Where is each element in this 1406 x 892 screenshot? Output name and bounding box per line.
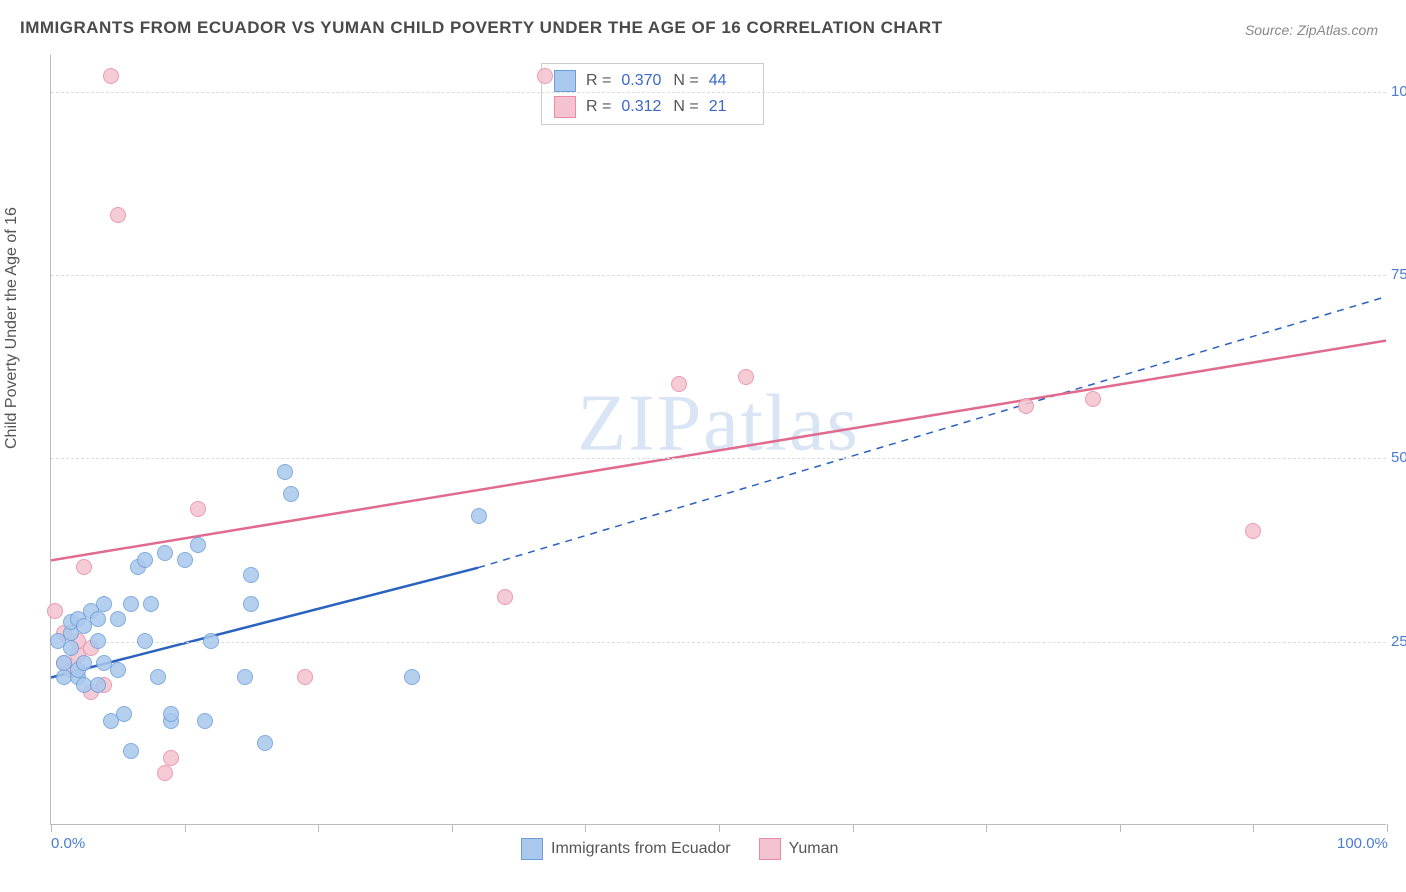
legend-r-label: R =	[586, 72, 611, 90]
scatter-point	[90, 677, 106, 693]
legend-swatch	[554, 70, 576, 92]
x-tick	[719, 824, 720, 832]
scatter-point	[96, 596, 112, 612]
gridline	[51, 642, 1386, 643]
scatter-point	[471, 508, 487, 524]
scatter-point	[157, 765, 173, 781]
y-tick-label: 25.0%	[1391, 633, 1406, 650]
scatter-point	[277, 464, 293, 480]
scatter-point	[243, 567, 259, 583]
series-legend: Immigrants from Ecuador Yuman	[521, 838, 838, 860]
legend-row: R = 0.312 N = 21	[554, 94, 751, 120]
y-tick-label: 75.0%	[1391, 266, 1406, 283]
x-tick-label: 100.0%	[1337, 835, 1388, 852]
scatter-point	[1085, 391, 1101, 407]
x-tick-label: 0.0%	[51, 835, 85, 852]
scatter-point	[137, 552, 153, 568]
x-tick	[452, 824, 453, 832]
legend-n-label: N =	[673, 72, 698, 90]
y-tick-label: 50.0%	[1391, 449, 1406, 466]
legend-swatch	[759, 838, 781, 860]
scatter-point	[497, 589, 513, 605]
scatter-point	[190, 537, 206, 553]
scatter-point	[123, 743, 139, 759]
scatter-point	[110, 207, 126, 223]
y-axis-label: Child Poverty Under the Age of 16	[3, 207, 21, 449]
scatter-point	[203, 633, 219, 649]
scatter-point	[404, 669, 420, 685]
scatter-point	[110, 611, 126, 627]
scatter-point	[257, 735, 273, 751]
scatter-point	[123, 596, 139, 612]
scatter-point	[76, 559, 92, 575]
scatter-point	[143, 596, 159, 612]
legend-r-value: 0.370	[621, 72, 663, 90]
scatter-point	[76, 655, 92, 671]
bottom-legend-item: Immigrants from Ecuador	[521, 838, 731, 860]
scatter-point	[157, 545, 173, 561]
scatter-point	[1245, 523, 1261, 539]
x-tick	[1253, 824, 1254, 832]
scatter-point	[150, 669, 166, 685]
x-tick	[585, 824, 586, 832]
scatter-point	[738, 369, 754, 385]
legend-row: R = 0.370 N = 44	[554, 68, 751, 94]
scatter-point	[90, 633, 106, 649]
legend-r-label: R =	[586, 98, 611, 116]
scatter-point	[297, 669, 313, 685]
scatter-point	[90, 611, 106, 627]
legend-n-value: 44	[709, 72, 751, 90]
scatter-point	[197, 713, 213, 729]
y-tick-label: 100.0%	[1391, 83, 1406, 100]
gridline	[51, 458, 1386, 459]
x-tick	[185, 824, 186, 832]
legend-r-value: 0.312	[621, 98, 663, 116]
legend-n-label: N =	[673, 98, 698, 116]
gridline	[51, 275, 1386, 276]
trend-line	[51, 341, 1386, 561]
scatter-point	[110, 662, 126, 678]
scatter-point	[163, 750, 179, 766]
scatter-point	[190, 501, 206, 517]
bottom-legend-item: Yuman	[759, 838, 839, 860]
scatter-point	[137, 633, 153, 649]
scatter-point	[163, 706, 179, 722]
x-tick	[853, 824, 854, 832]
scatter-point	[537, 68, 553, 84]
gridline	[51, 92, 1386, 93]
legend-series-label: Yuman	[789, 840, 839, 858]
source-attribution: Source: ZipAtlas.com	[1245, 22, 1378, 38]
x-tick	[318, 824, 319, 832]
legend-swatch	[521, 838, 543, 860]
scatter-point	[47, 603, 63, 619]
scatter-point	[103, 68, 119, 84]
chart-title: IMMIGRANTS FROM ECUADOR VS YUMAN CHILD P…	[20, 18, 943, 38]
scatter-point	[1018, 398, 1034, 414]
x-tick	[986, 824, 987, 832]
scatter-point	[116, 706, 132, 722]
plot-area: ZIPatlas R =0.370N =44R =0.312N =21 Immi…	[50, 55, 1386, 825]
scatter-point	[283, 486, 299, 502]
watermark: ZIPatlas	[577, 379, 860, 470]
scatter-point	[671, 376, 687, 392]
legend-swatch	[554, 96, 576, 118]
x-tick	[1120, 824, 1121, 832]
legend-series-label: Immigrants from Ecuador	[551, 840, 731, 858]
x-tick	[1387, 824, 1388, 832]
correlation-legend: R = 0.370 N = 44 R = 0.312 N = 21	[541, 63, 764, 125]
x-tick	[51, 824, 52, 832]
scatter-point	[63, 640, 79, 656]
scatter-point	[243, 596, 259, 612]
legend-n-value: 21	[709, 98, 751, 116]
trend-lines-svg	[51, 55, 1386, 824]
scatter-point	[237, 669, 253, 685]
scatter-point	[177, 552, 193, 568]
